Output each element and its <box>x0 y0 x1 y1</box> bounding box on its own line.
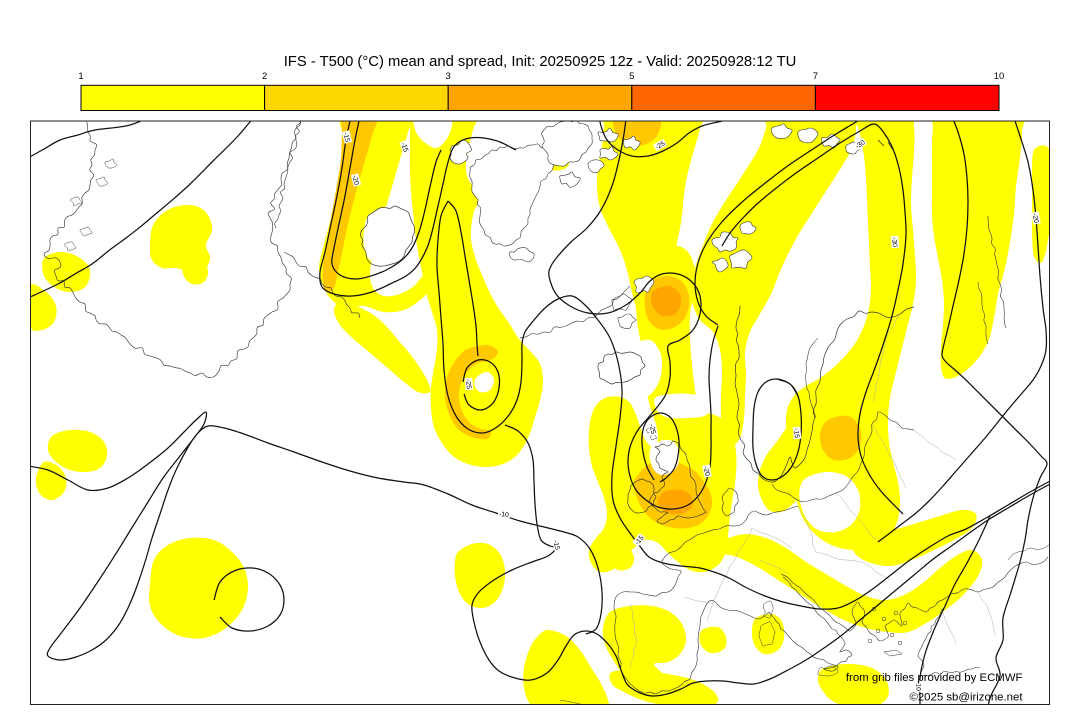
svg-text:-20: -20 <box>350 175 359 187</box>
svg-text:-20: -20 <box>702 466 711 477</box>
svg-text:from grib files provided by EC: from grib files provided by ECMWF <box>846 672 1023 684</box>
svg-text:-30: -30 <box>855 139 867 150</box>
svg-text:-15: -15 <box>341 132 350 144</box>
svg-text:-25: -25 <box>648 424 657 435</box>
svg-text:10: 10 <box>994 71 1005 82</box>
svg-text:7: 7 <box>813 71 818 82</box>
svg-text:2: 2 <box>262 71 267 82</box>
svg-text:-10: -10 <box>499 511 510 519</box>
svg-text:-25: -25 <box>464 379 472 390</box>
svg-text:-30: -30 <box>890 237 898 248</box>
svg-text:-20: -20 <box>1031 213 1040 224</box>
svg-text:-15: -15 <box>792 428 800 439</box>
svg-text:©2025 sb@irizone.net: ©2025 sb@irizone.net <box>909 692 1023 704</box>
svg-text:-10: -10 <box>915 681 922 691</box>
svg-text:-15: -15 <box>399 142 409 154</box>
svg-text:-15: -15 <box>551 540 560 552</box>
svg-text:5: 5 <box>629 71 634 82</box>
svg-text:IFS - T500 (°C) mean and sprea: IFS - T500 (°C) mean and spread, Init: 2… <box>284 54 797 70</box>
svg-text:-25: -25 <box>654 140 666 151</box>
svg-text:-15: -15 <box>634 534 646 546</box>
svg-text:3: 3 <box>446 71 451 82</box>
svg-text:1: 1 <box>78 71 83 82</box>
